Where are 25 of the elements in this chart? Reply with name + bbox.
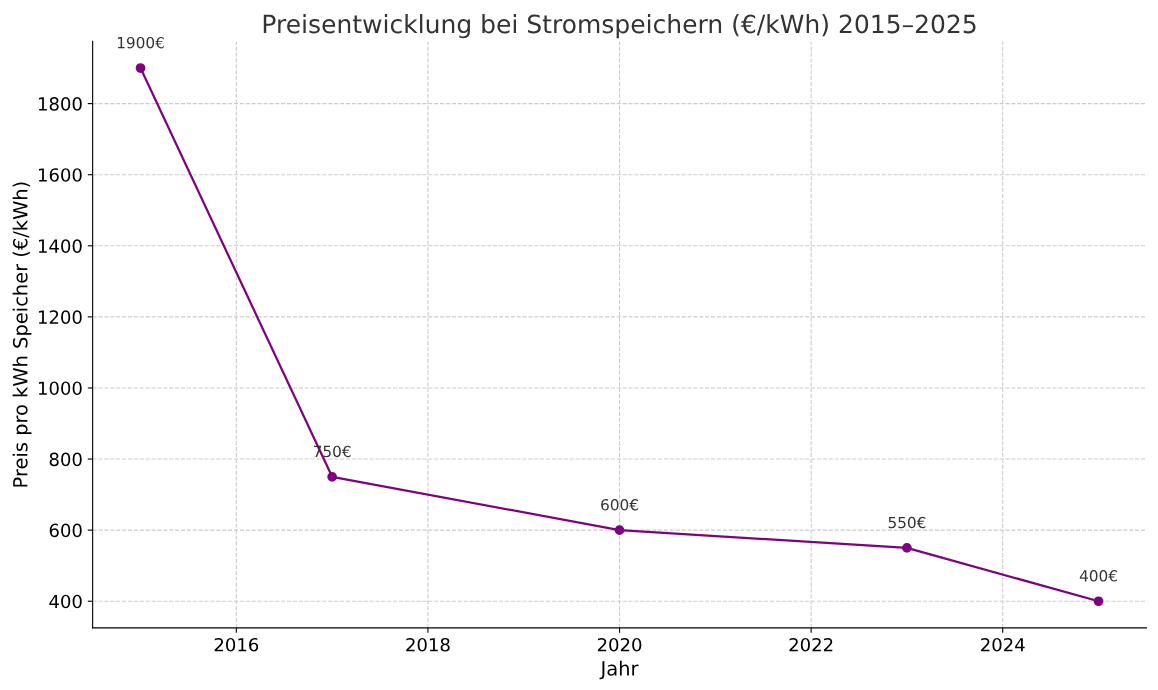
y-tick-label: 800 [49, 452, 82, 467]
point [1093, 596, 1104, 607]
y-tick-label: 1400 [38, 239, 82, 253]
y-tick-label: 600 [49, 523, 82, 538]
y-tick-label: 1600 [38, 168, 82, 182]
y-tick-label: 400 [49, 594, 82, 609]
point [327, 471, 337, 482]
x-axis-title: Jahr [599, 660, 639, 680]
y-axis-title: Preis pro kWh Speicher (€/kWh) [12, 182, 32, 487]
x-tick-label: 2020 [597, 637, 642, 652]
y-tick-label: 1200 [38, 310, 82, 324]
point [614, 525, 625, 536]
data-label: 550€ [888, 516, 926, 529]
x-tick-label: 2018 [406, 637, 450, 652]
data-label: 400€ [1079, 570, 1117, 582]
x-tick-label: 2022 [789, 637, 833, 652]
point [902, 543, 912, 553]
point [135, 63, 146, 73]
x-tick-label: 2024 [981, 637, 1025, 652]
data-label: 1900€ [117, 36, 164, 49]
data-label: 600€ [601, 498, 638, 511]
y-tick-label: 1800 [38, 97, 82, 111]
y-tick-label: 1000 [38, 381, 82, 396]
x-tick-label: 2016 [214, 637, 259, 652]
chart-title: Preisentwicklung bei Stromspeichern (€/kWh) 2015–2025 [263, 14, 976, 39]
